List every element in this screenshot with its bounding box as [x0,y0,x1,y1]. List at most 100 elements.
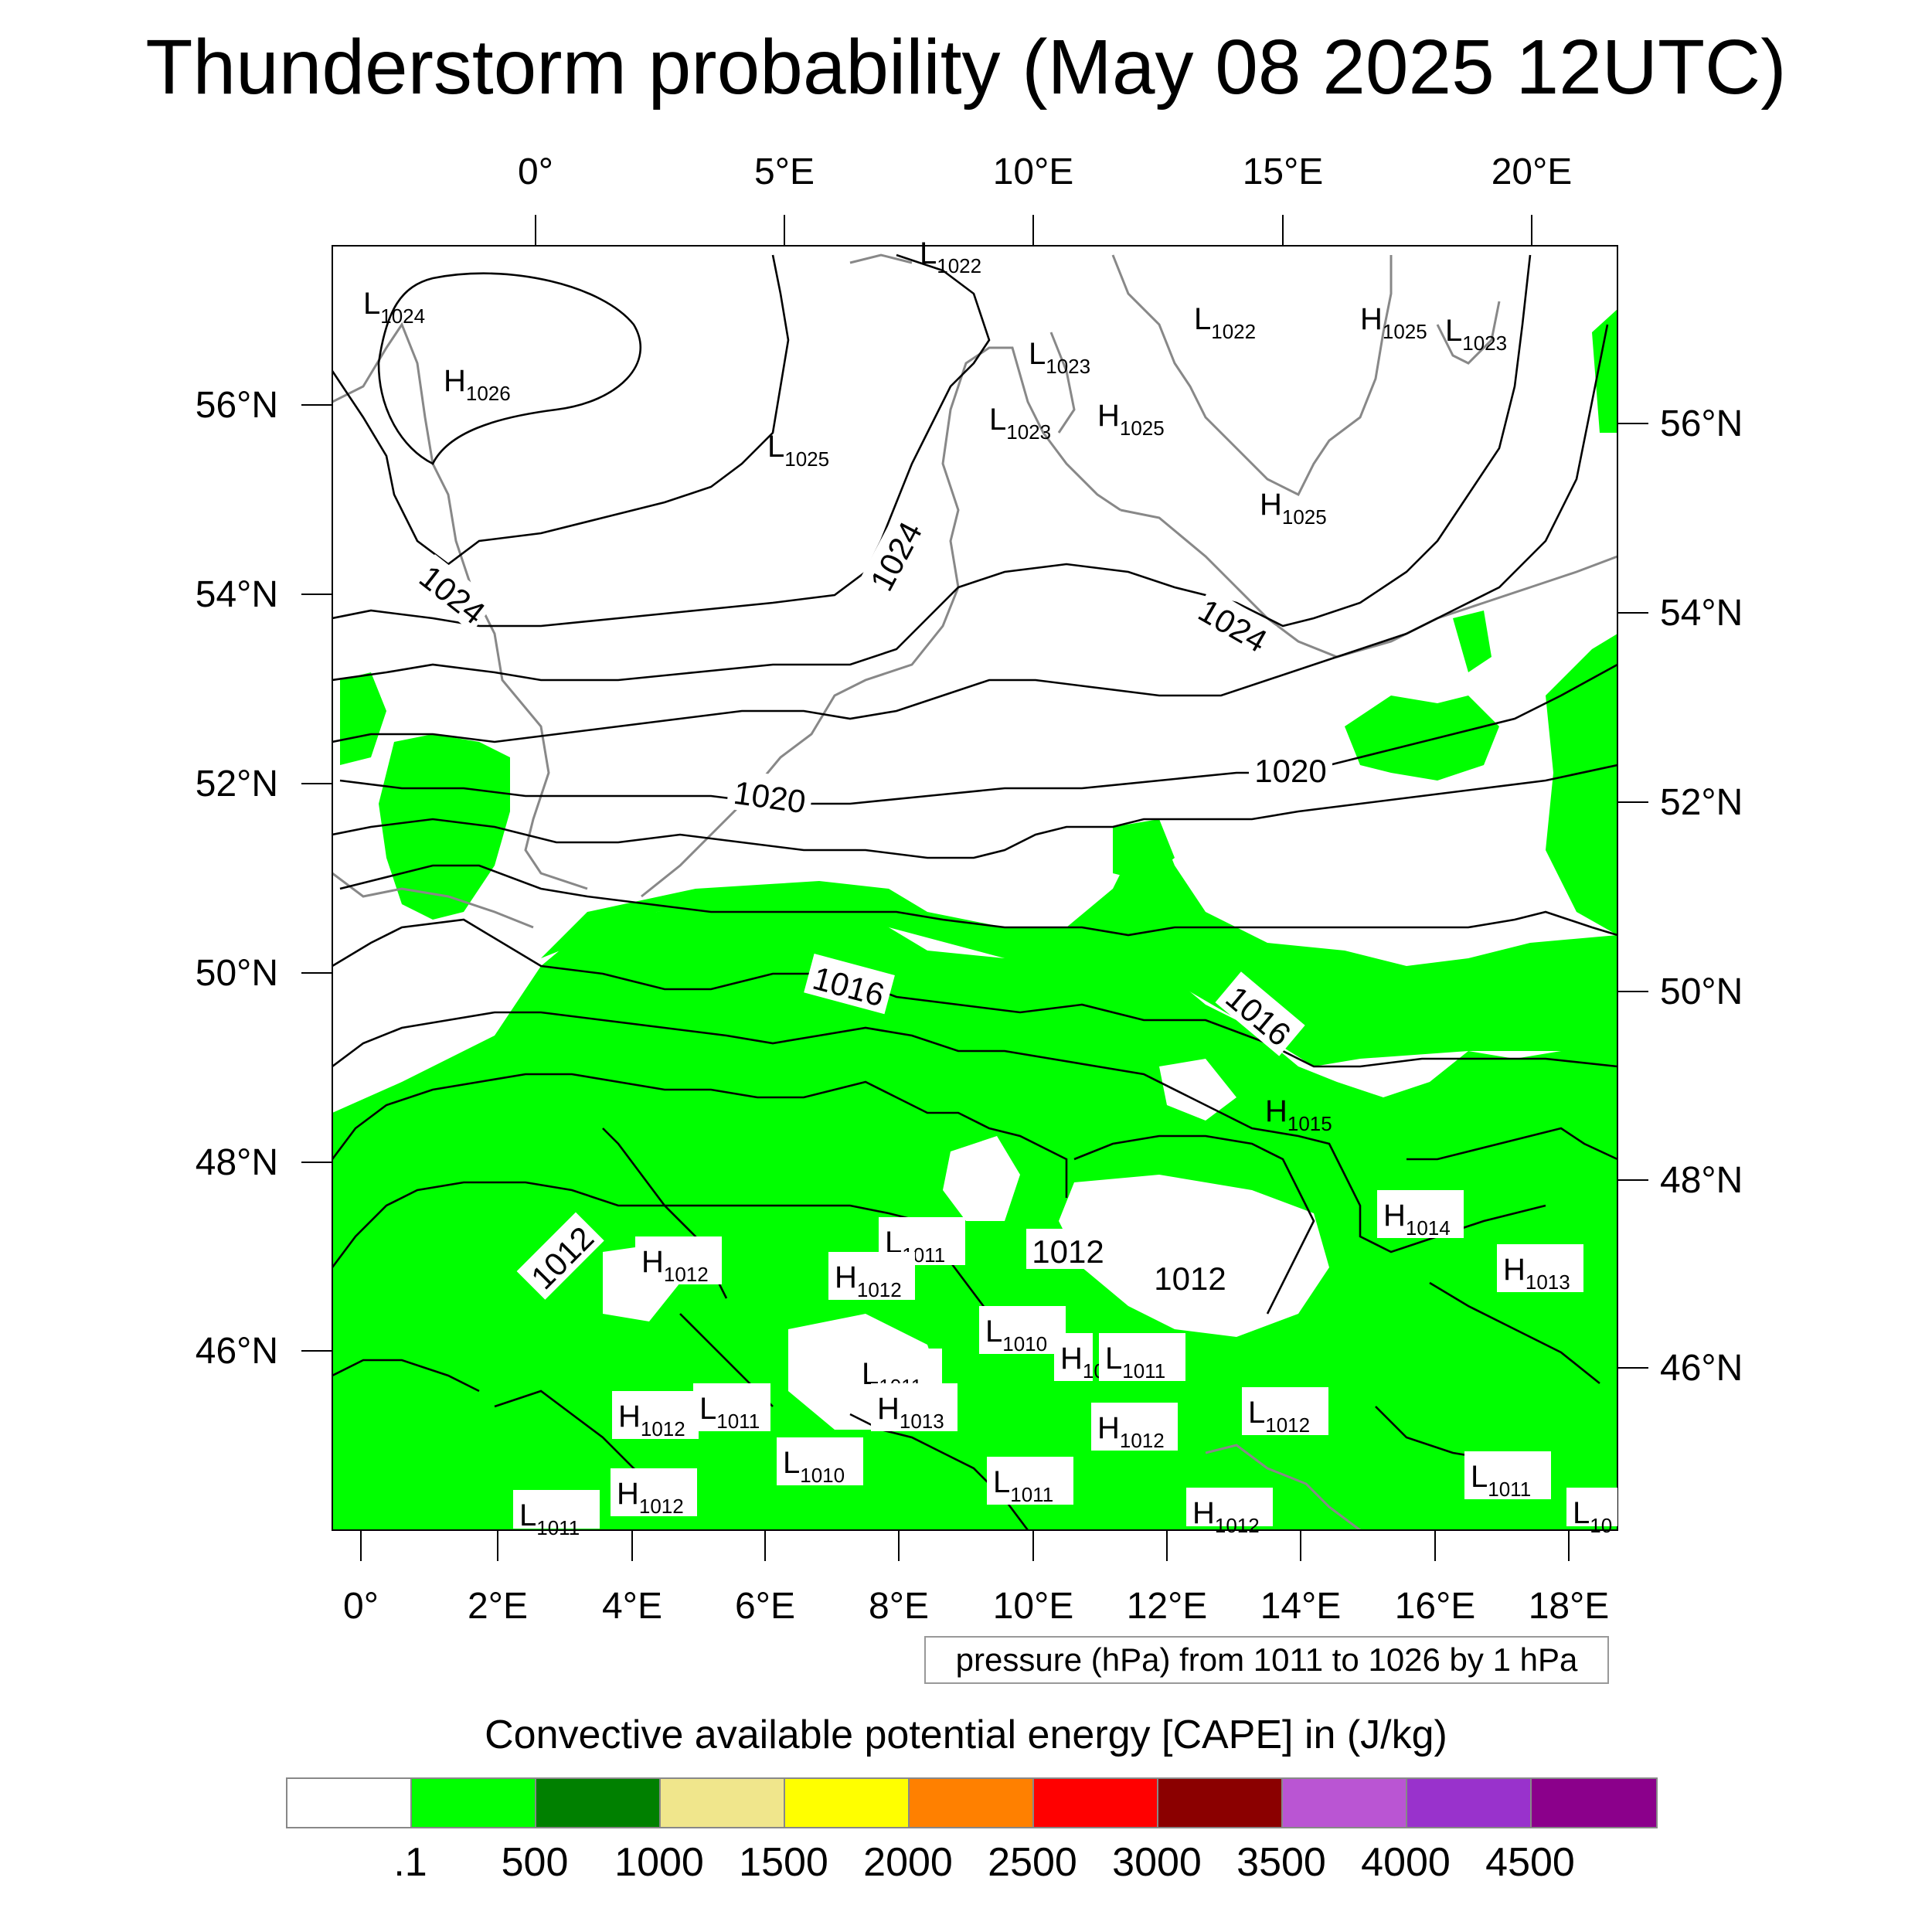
tick-label: 52°N [196,764,278,804]
tick-label: 6°E [735,1586,795,1627]
svg-text:H1012: H1012 [835,1260,902,1301]
colorbar-label: 1500 [739,1840,828,1885]
tick-label: 54°N [1660,593,1743,634]
pressure-center-label: H1012 [611,1468,697,1518]
pressure-center-label: H1025 [1360,302,1427,343]
tick-label: 46°N [1660,1348,1743,1389]
svg-text:L1012: L1012 [1248,1396,1310,1437]
tick-label: 8°E [869,1586,929,1627]
svg-text:L1022: L1022 [920,236,981,277]
colorbar-swatch [1532,1779,1656,1827]
svg-text:L1023: L1023 [1029,337,1090,378]
contour-label: 1012 [1032,1233,1104,1270]
svg-text:H1025: H1025 [1260,488,1327,529]
pressure-center-label: H1012 [1186,1488,1273,1537]
colorbar-label: 2000 [863,1840,953,1885]
colorbar-swatch [1283,1779,1407,1827]
pressure-center-label: L1011 [693,1383,770,1433]
plot-frame [332,245,1618,1531]
pressure-info-box: pressure (hPa) from 1011 to 1026 by 1 hP… [924,1636,1609,1684]
svg-text:L1011: L1011 [519,1498,580,1539]
pressure-center-label: L1011 [513,1490,600,1539]
svg-text:H1012: H1012 [1097,1411,1165,1452]
svg-text:L1011: L1011 [699,1392,760,1433]
tick-label: 4°E [602,1586,662,1627]
svg-text:L1011: L1011 [993,1465,1053,1506]
colorbar-label: .1 [393,1840,427,1885]
pressure-center-label: L1025 [767,430,829,471]
pressure-center-label: L1011 [987,1457,1073,1506]
cape-gaps [603,1059,1329,1430]
isobars [332,253,1617,1530]
pressure-center-label: L1023 [989,403,1051,444]
chart-title: Thunderstorm probability (May 08 2025 12… [145,24,1787,111]
svg-text:H1013: H1013 [877,1392,944,1433]
pressure-center-label: H1026 [444,364,511,405]
tick-label: 20°E [1492,151,1573,192]
svg-text:L1010: L1010 [783,1446,845,1487]
colorbar-label: 1000 [614,1840,704,1885]
pressure-center-label: L1024 [363,287,425,328]
svg-text:L1023: L1023 [989,403,1051,444]
colorbar-swatch [1407,1779,1532,1827]
svg-text:L10: L10 [1573,1496,1612,1537]
svg-text:L1025: L1025 [767,430,829,471]
svg-text:L1023: L1023 [1445,314,1507,355]
pressure-center-label: L1022 [920,236,981,277]
pressure-center-label: L1011 [1464,1451,1551,1501]
colorbar-label: 4500 [1485,1840,1575,1885]
colorbar-swatch [910,1779,1034,1827]
tick-label: 46°N [196,1331,278,1372]
tick-label: 52°N [1660,782,1743,823]
pressure-center-label: L10 [1566,1488,1617,1537]
pressure-center-label: H1015 [1265,1094,1332,1135]
svg-text:H1025: H1025 [1360,302,1427,343]
svg-text:L1011: L1011 [1105,1342,1165,1383]
colorbar-label: 3500 [1236,1840,1326,1885]
pressure-center-label: L1023 [1445,314,1507,355]
tick-label: 48°N [196,1142,278,1183]
colorbar [286,1777,1658,1828]
colorbar-swatch [785,1779,910,1827]
colorbar-swatch [1158,1779,1283,1827]
svg-text:H1025: H1025 [1097,399,1165,440]
pressure-center-label: L1022 [1194,302,1256,343]
contour-label: 1020 [1254,753,1326,789]
tick-label: 50°N [196,953,278,994]
svg-text:H1012: H1012 [1192,1496,1260,1537]
contour-label: 1012 [1154,1260,1226,1297]
pressure-center-label: H1012 [635,1236,722,1286]
pressure-center-label: H1014 [1377,1190,1464,1240]
pressure-center-label: L1023 [1029,337,1090,378]
colorbar-swatch [1034,1779,1158,1827]
tick-label: 12°E [1127,1586,1208,1627]
tick-marks [301,215,1648,1561]
bottom-lon-labels: 0° 2°E 4°E 6°E 8°E 10°E 12°E 14°E 16°E 1… [343,1586,1609,1627]
top-lon-labels: 0° 5°E 10°E 15°E 20°E [518,151,1572,192]
tick-label: 48°N [1660,1160,1743,1201]
tick-label: 10°E [993,1586,1074,1627]
svg-text:H1012: H1012 [617,1477,684,1518]
svg-text:L1010: L1010 [985,1315,1047,1355]
cape-area [332,309,1617,1530]
pressure-center-label: H1025 [1097,399,1165,440]
svg-text:H1015: H1015 [1265,1094,1332,1135]
svg-text:H1014: H1014 [1383,1199,1451,1240]
colorbar-swatch [412,1779,536,1827]
coastlines [332,253,1617,1530]
pressure-centers: L1024 H1026 L1025 L1022 L1023 L1023 H102… [363,236,1617,1539]
pressure-center-label: H1012 [1091,1403,1178,1452]
pressure-center-label: H1025 [1260,488,1327,529]
tick-label: 54°N [196,574,278,615]
tick-label: 50°N [1660,971,1743,1012]
colorbar-title: Convective available potential energy [C… [485,1713,1447,1757]
colorbar-label: 2500 [988,1840,1077,1885]
tick-label: 0° [343,1586,379,1627]
colorbar-swatch [287,1779,412,1827]
map-field [332,253,1617,1530]
tick-label: 16°E [1395,1586,1476,1627]
left-lat-labels: 56°N 54°N 52°N 50°N 48°N 46°N [196,385,278,1372]
svg-text:L1024: L1024 [363,287,425,328]
pressure-center-label: L1010 [979,1306,1066,1355]
